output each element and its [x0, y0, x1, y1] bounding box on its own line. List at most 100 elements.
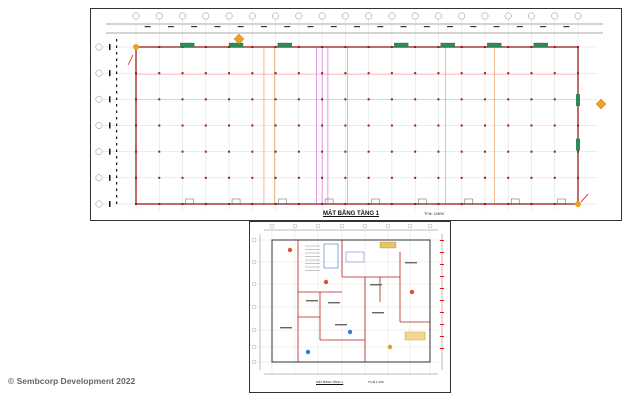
dimension-text	[377, 26, 384, 28]
dimension-text	[447, 26, 454, 28]
column-marker	[204, 176, 207, 179]
dimension-tick	[116, 45, 118, 48]
column-marker	[460, 176, 463, 179]
column-grid-bubble	[388, 12, 396, 20]
column-marker	[274, 176, 277, 179]
room-label-mark	[370, 284, 382, 286]
column-marker	[367, 176, 370, 179]
loading-door	[180, 42, 195, 48]
dimension-tick	[116, 78, 118, 81]
column-marker	[437, 203, 440, 205]
column-marker	[158, 124, 161, 127]
dimension-text	[516, 26, 523, 28]
column-marker	[577, 46, 579, 48]
column-marker	[228, 98, 231, 101]
column-marker	[367, 72, 370, 75]
floor-plan-2-title: MẶT BẰNG TẦNG 1	[316, 380, 344, 384]
fixture-block	[404, 331, 426, 341]
column-marker	[135, 176, 137, 179]
column-grid-bubble	[435, 12, 442, 20]
dimension-text	[354, 26, 360, 28]
column-grid-bubble	[155, 12, 163, 20]
bottom-bay	[371, 198, 380, 205]
dimension-text	[540, 26, 547, 28]
dimension-tick	[116, 201, 118, 204]
room-label-mark	[328, 302, 340, 304]
dimension-tick	[116, 123, 118, 126]
column-marker	[483, 124, 486, 127]
column-grid-bubble	[362, 223, 368, 229]
annotation-marker	[347, 329, 353, 335]
column-marker	[390, 46, 393, 48]
row-grid-bubble	[95, 43, 103, 51]
column-marker	[297, 72, 300, 75]
room-label-mark	[372, 312, 384, 314]
row-grid-bubble	[251, 344, 257, 350]
dimension-tick	[116, 110, 118, 113]
floor-plan-drawing-2: MẶT BẰNG TẦNG 1 TỈ LỆ 1:100	[249, 221, 451, 393]
dimension-text	[470, 26, 477, 28]
loading-door	[487, 42, 502, 48]
column-marker	[553, 203, 556, 205]
column-marker	[135, 98, 137, 101]
column-marker	[251, 176, 254, 179]
column-marker	[390, 124, 393, 127]
column-grid-bubble	[272, 12, 279, 20]
column-marker	[344, 176, 347, 179]
column-marker	[135, 124, 137, 127]
row-grid-bubble	[251, 281, 257, 287]
column-marker	[437, 98, 440, 101]
bottom-bay	[185, 198, 194, 205]
section-mark	[580, 193, 589, 203]
column-marker	[158, 203, 161, 205]
dimension-tick	[440, 348, 444, 349]
elevation-marker	[233, 33, 245, 45]
column-marker	[390, 176, 393, 179]
column-marker	[297, 124, 300, 127]
column-marker	[507, 203, 510, 205]
column-marker	[483, 46, 486, 48]
column-marker	[251, 98, 254, 101]
column-grid-bubble	[315, 223, 321, 229]
annotation-marker	[287, 247, 293, 253]
column-grid-bubble	[574, 12, 582, 20]
dimension-tick	[116, 156, 118, 159]
dimension-tick	[116, 130, 118, 133]
column-marker	[507, 46, 510, 48]
column-marker	[274, 150, 277, 153]
column-marker	[390, 98, 393, 101]
exterior-wall	[271, 239, 431, 363]
floor-plan-drawing-1: MẶT BẰNG TẦNG 1 Tỉ lệ: 1/500	[90, 8, 622, 221]
dimension-tick	[116, 175, 118, 178]
column-marker	[530, 203, 533, 205]
column-marker	[437, 124, 440, 127]
column-marker	[344, 98, 347, 101]
column-marker	[274, 72, 277, 75]
column-marker	[390, 150, 393, 153]
dimension-tick	[116, 71, 118, 74]
column-marker	[577, 150, 579, 153]
column-marker	[181, 176, 184, 179]
floor-plan-1-canvas	[95, 12, 607, 210]
column-marker	[135, 150, 137, 153]
bottom-bay	[511, 198, 520, 205]
fixture-block	[379, 241, 397, 249]
dimension-tick	[440, 276, 444, 277]
column-marker	[483, 150, 486, 153]
dimension-tick	[440, 288, 444, 289]
column-marker	[414, 124, 417, 127]
column-marker	[483, 203, 486, 205]
column-marker	[181, 124, 184, 127]
dimension-tick	[116, 39, 118, 42]
dimension-tick	[440, 300, 444, 301]
bottom-bay	[278, 198, 287, 205]
column-marker	[181, 150, 184, 153]
dimension-tick	[116, 188, 118, 191]
column-marker	[483, 98, 486, 101]
dimension-tick	[440, 324, 444, 325]
dimension-text	[330, 26, 337, 28]
dimension-tick	[109, 70, 111, 77]
column-marker	[274, 203, 277, 205]
column-marker	[274, 46, 277, 48]
loading-door	[576, 94, 580, 107]
